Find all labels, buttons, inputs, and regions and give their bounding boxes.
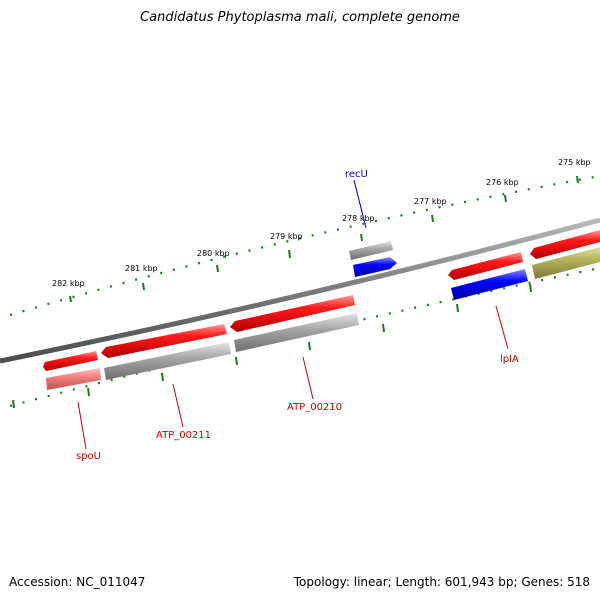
leader-line-lpla (495, 305, 509, 350)
gene-arrow-upper-2[interactable] (101, 324, 227, 358)
lower-strand-genes (46, 247, 600, 390)
gene-arrow-lower-4[interactable] (353, 257, 397, 277)
genome-summary-text: Topology: linear; Length: 601,943 bp; Ge… (293, 575, 590, 589)
scale-label-275: 275 kbp (558, 158, 591, 167)
gene-label-atp00211[interactable]: ATP_00211 (156, 430, 211, 441)
lower-tick-track (9, 266, 600, 408)
scale-label-276: 276 kbp (486, 178, 519, 187)
gene-arrow-lower-1[interactable] (46, 368, 101, 390)
scale-label-282: 282 kbp (52, 279, 85, 288)
scale-label-280: 280 kbp (197, 249, 230, 258)
gene-label-spou[interactable]: spoU (76, 451, 101, 462)
gene-arrow-lower-6[interactable] (532, 247, 600, 279)
gene-label-atp00210[interactable]: ATP_00210 (287, 402, 342, 413)
gene-arrow-lower-2[interactable] (104, 342, 231, 380)
gene-label-lpla[interactable]: lplA (500, 354, 519, 365)
gene-arrow-upper-5[interactable] (448, 252, 523, 280)
gene-arrow-upper-3[interactable] (230, 295, 355, 332)
genome-backbone (0, 217, 600, 364)
upper-tick-track (9, 174, 600, 317)
scale-label-281: 281 kbp (125, 264, 158, 273)
gene-label-recu[interactable]: recU (345, 169, 368, 180)
leader-line-recu (353, 179, 367, 229)
major-ticks (12, 175, 579, 409)
map-title: Candidatus Phytoplasma mali, complete ge… (140, 10, 460, 25)
upper-strand-genes (43, 230, 600, 371)
leader-line-atp00211 (172, 383, 184, 428)
gene-arrow-upper-1[interactable] (43, 351, 98, 371)
leader-line-atp00210 (302, 356, 314, 400)
gene-arrow-upper-6[interactable] (530, 230, 600, 259)
gene-arrow-lower-3[interactable] (234, 313, 359, 352)
gene-arrow-lower-5[interactable] (451, 269, 528, 300)
gene-arrow-upper-4[interactable] (349, 241, 393, 260)
scale-label-279: 279 kbp (270, 232, 303, 241)
scale-label-277: 277 kbp (414, 197, 447, 206)
leader-line-spou (77, 401, 87, 450)
scale-label-278: 278 kbp (342, 214, 375, 223)
accession-text: Accession: NC_011047 (9, 575, 146, 589)
